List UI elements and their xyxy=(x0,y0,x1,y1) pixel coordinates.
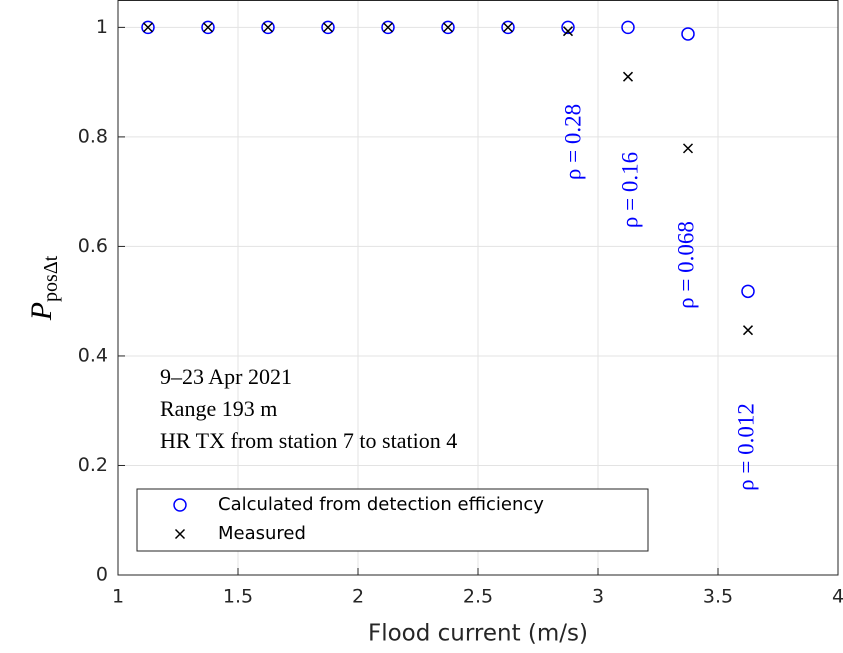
info-text: 9–23 Apr 2021 xyxy=(160,364,292,389)
legend-box xyxy=(136,488,649,552)
x-tick-label: 3 xyxy=(592,586,604,608)
legend-marker xyxy=(174,528,186,540)
marker-circle xyxy=(201,20,215,35)
axes-box xyxy=(117,0,839,576)
marker-x xyxy=(742,325,754,336)
legend-label: Measured xyxy=(218,523,306,544)
marker-x xyxy=(382,22,394,33)
annotation: ρ = 0.28 xyxy=(560,104,585,180)
marker-circle xyxy=(261,20,275,35)
info-text: HR TX from station 7 to station 4 xyxy=(160,428,457,453)
x-axis-label: Flood current (m/s) xyxy=(368,621,588,647)
legend-label: Calculated from detection efficiency xyxy=(218,494,544,515)
marker-circle xyxy=(561,20,575,35)
x-tick-label: 2.5 xyxy=(463,586,493,608)
y-tick-label: 0 xyxy=(96,564,108,586)
marker-circle xyxy=(621,20,635,35)
annotation: ρ = 0.012 xyxy=(733,403,758,491)
y-tick-label: 0.2 xyxy=(78,454,108,476)
x-tick-label: 1 xyxy=(112,586,124,608)
x-tick-label: 3.5 xyxy=(703,586,733,608)
marker-circle xyxy=(501,20,515,35)
x-tick-label: 2 xyxy=(352,586,364,608)
y-tick-label: 0.4 xyxy=(78,344,108,366)
marker-x xyxy=(142,22,154,33)
x-tick-label: 4 xyxy=(832,586,843,608)
marker-x xyxy=(442,22,454,33)
info-text: Range 193 m xyxy=(160,396,277,421)
legend-marker xyxy=(173,498,187,512)
marker-x xyxy=(562,26,574,37)
y-label-main: P xyxy=(25,302,58,321)
marker-circle xyxy=(741,284,755,299)
marker-x xyxy=(502,22,514,33)
x-tick-label: 1.5 xyxy=(223,586,253,608)
y-axis-label: PposΔt xyxy=(25,255,62,321)
marker-x xyxy=(202,22,214,33)
marker-circle xyxy=(321,20,335,35)
marker-x xyxy=(622,71,634,82)
marker-x xyxy=(682,143,694,154)
marker-x xyxy=(262,22,274,33)
y-tick-label: 1 xyxy=(96,16,108,38)
annotation: ρ = 0.16 xyxy=(617,152,642,228)
marker-x xyxy=(322,22,334,33)
annotation: ρ = 0.068 xyxy=(673,221,698,309)
y-tick-label: 0.8 xyxy=(78,125,108,147)
y-label-sub: posΔt xyxy=(40,255,62,302)
y-tick-label: 0.6 xyxy=(78,235,108,257)
marker-circle xyxy=(141,20,155,35)
marker-circle xyxy=(381,20,395,35)
marker-circle xyxy=(441,20,455,35)
marker-circle xyxy=(681,27,695,41)
